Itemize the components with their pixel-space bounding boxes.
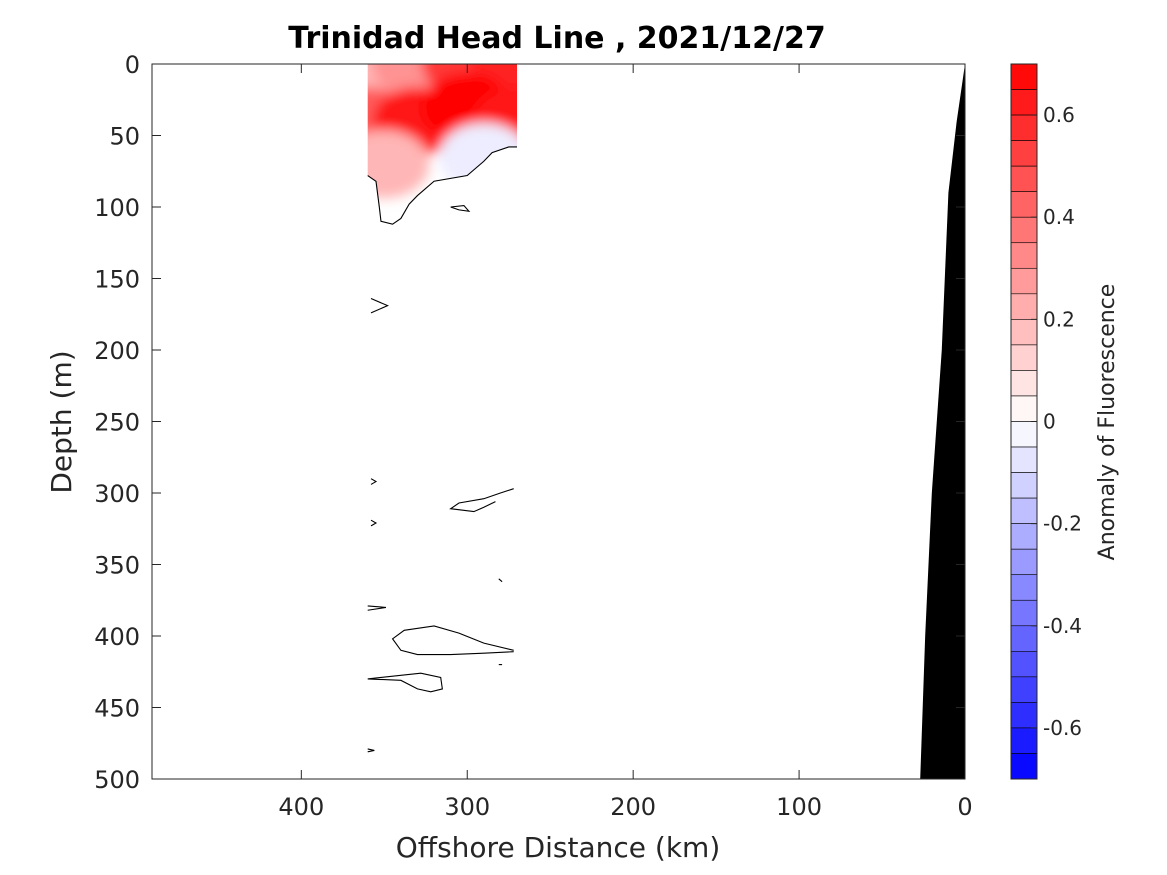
zero-contour-1 [450, 204, 471, 213]
y-tick-label-9: 450 [94, 695, 140, 723]
anomaly-blobs [367, 64, 518, 199]
x-axis: 400 300 200 100 0 [278, 64, 973, 821]
colorbar-level-2 [1010, 114, 1038, 141]
colorbar-level-6 [1010, 216, 1038, 244]
colorbar-level-14 [1010, 421, 1038, 448]
y-tick-label-2: 100 [94, 194, 140, 222]
colorbar-level-10 [1010, 319, 1038, 346]
colorbar-level-24 [1010, 676, 1038, 703]
y-tick-label-6: 300 [94, 480, 140, 508]
colorbar-level-21 [1010, 599, 1038, 627]
colorbar-level-13 [1010, 395, 1038, 422]
y-tick-label-10: 500 [94, 766, 140, 794]
y-axis-label: Depth (m) [45, 350, 78, 493]
colorbar-level-27 [1010, 753, 1038, 780]
zero-contour-10 [367, 748, 375, 753]
colorbar-level-25 [1010, 702, 1038, 729]
colorbar-level-0 [1010, 63, 1038, 90]
zero-contour-4 [449, 488, 514, 513]
y-tick-label-0: 0 [125, 51, 140, 79]
zero-contour-8 [391, 625, 514, 656]
x-tick-label-4: 0 [957, 793, 972, 821]
zero-contour-5 [370, 519, 378, 527]
x-tick-label-0: 400 [278, 793, 324, 821]
colorbar-level-23 [1010, 651, 1038, 678]
zero-contours [367, 146, 518, 753]
zero-contour-6 [498, 578, 503, 583]
colorbar-level-26 [1010, 727, 1038, 754]
colorbar-level-17 [1010, 497, 1038, 524]
x-tick-label-2: 200 [610, 793, 656, 821]
colorbar-level-22 [1010, 625, 1038, 652]
y-tick-label-4: 200 [94, 337, 140, 365]
y-tick-label-1: 50 [109, 123, 140, 151]
colorbar-level-19 [1010, 548, 1038, 576]
seafloor-shape [920, 64, 965, 779]
colorbar-tick-label-3: 0 [1043, 410, 1056, 434]
colorbar-level-16 [1010, 472, 1038, 499]
colorbar-tick-label-4: 0.2 [1043, 307, 1075, 331]
x-axis-label: Offshore Distance (km) [396, 831, 721, 864]
colorbar-level-8 [1010, 267, 1038, 295]
colorbar-level-3 [1010, 140, 1038, 167]
colorbar-level-4 [1010, 165, 1038, 192]
zero-contour-0 [367, 146, 518, 225]
y-tick-label-5: 250 [94, 409, 140, 437]
colorbar-level-9 [1010, 293, 1038, 320]
anomaly-field [367, 64, 518, 199]
colorbar-tick-label-1: -0.4 [1043, 614, 1082, 638]
x-tick-label-1: 300 [444, 793, 490, 821]
zero-contour-3 [370, 478, 378, 485]
y-tick-label-7: 350 [94, 552, 140, 580]
colorbar-level-18 [1010, 523, 1038, 550]
colorbar-level-11 [1010, 344, 1038, 371]
plot-area [152, 64, 965, 779]
colorbar-level-7 [1010, 242, 1038, 269]
colorbar-tick-label-0: -0.6 [1043, 716, 1082, 740]
colorbar-level-1 [1010, 89, 1038, 116]
anomaly-sample-8 [367, 130, 430, 199]
chart-title: Trinidad Head Line , 2021/12/27 [288, 21, 825, 56]
colorbar-tick-label-6: 0.6 [1043, 103, 1075, 127]
y-tick-label-3: 150 [94, 266, 140, 294]
bathymetry [920, 64, 965, 779]
zero-contour-7 [367, 605, 387, 611]
colorbar-level-15 [1010, 446, 1038, 473]
colorbar [1010, 63, 1038, 780]
zero-contour-2 [370, 298, 389, 314]
zero-contour-9 [367, 672, 443, 693]
colorbar-level-5 [1010, 191, 1038, 218]
colorbar-tick-label-5: 0.4 [1043, 205, 1075, 229]
colorbar-tick-label-2: -0.2 [1043, 512, 1082, 536]
colorbar-level-20 [1010, 574, 1038, 601]
colorbar-level-12 [1010, 370, 1038, 397]
colorbar-label: Anomaly of Fluorescence [1095, 284, 1120, 561]
colorbar-axis: -0.6 -0.4 -0.2 0 0.2 0.4 0.6 [1031, 103, 1082, 740]
x-tick-label-3: 100 [776, 793, 822, 821]
y-axis: 0 50 100 150 200 250 300 350 400 450 500 [94, 51, 965, 794]
y-tick-label-8: 400 [94, 623, 140, 651]
